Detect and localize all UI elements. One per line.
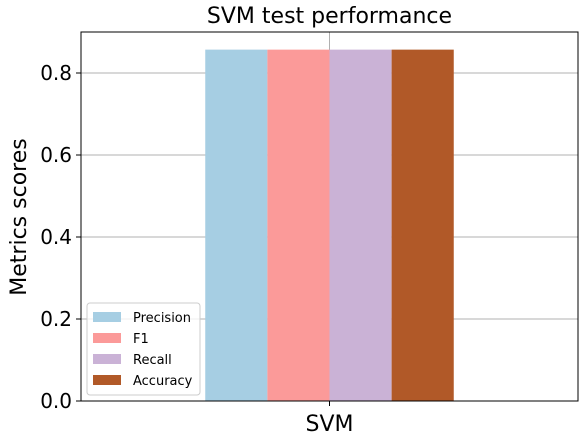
y-tick-label: 0.6 bbox=[40, 143, 72, 167]
y-tick-label: 0.0 bbox=[40, 389, 72, 413]
legend: Precision F1 Recall Accuracy bbox=[86, 302, 201, 396]
legend-label: Accuracy bbox=[133, 374, 193, 389]
legend-swatch bbox=[93, 354, 121, 364]
bar-recall bbox=[329, 49, 392, 401]
ticks-layer: 0.0 0.2 0.4 0.6 0.8 SVM bbox=[40, 61, 353, 437]
y-tick-label: 0.8 bbox=[40, 61, 72, 85]
legend-swatch bbox=[93, 375, 121, 385]
legend-swatch bbox=[93, 312, 121, 322]
legend-label: F1 bbox=[133, 332, 149, 347]
bar-f1 bbox=[267, 49, 330, 401]
legend-label: Precision bbox=[133, 311, 191, 326]
x-tick-label: SVM bbox=[306, 412, 354, 437]
bars-layer bbox=[205, 49, 454, 401]
legend-box bbox=[86, 302, 201, 396]
legend-swatch bbox=[93, 333, 121, 343]
legend-label: Recall bbox=[133, 353, 172, 368]
bar-accuracy bbox=[391, 49, 454, 401]
bar-precision bbox=[205, 49, 268, 401]
y-axis-label: Metrics scores bbox=[7, 138, 32, 295]
y-tick-label: 0.2 bbox=[40, 307, 72, 331]
y-tick-label: 0.4 bbox=[40, 225, 72, 249]
chart-title: SVM test performance bbox=[207, 4, 452, 29]
